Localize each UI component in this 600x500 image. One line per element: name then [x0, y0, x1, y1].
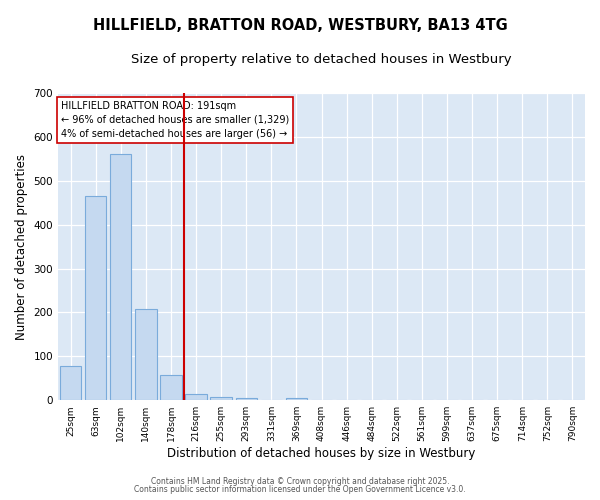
Title: Size of property relative to detached houses in Westbury: Size of property relative to detached ho… [131, 52, 512, 66]
Text: HILLFIELD BRATTON ROAD: 191sqm
← 96% of detached houses are smaller (1,329)
4% o: HILLFIELD BRATTON ROAD: 191sqm ← 96% of … [61, 100, 289, 138]
Bar [211, 397, 232, 400]
Bar [85, 196, 106, 400]
Y-axis label: Number of detached properties: Number of detached properties [15, 154, 28, 340]
Bar [286, 398, 307, 400]
Text: Contains public sector information licensed under the Open Government Licence v3: Contains public sector information licen… [134, 485, 466, 494]
Text: Contains HM Land Registry data © Crown copyright and database right 2025.: Contains HM Land Registry data © Crown c… [151, 477, 449, 486]
Bar [185, 394, 207, 400]
X-axis label: Distribution of detached houses by size in Westbury: Distribution of detached houses by size … [167, 447, 476, 460]
Bar [236, 398, 257, 400]
Bar [60, 366, 81, 400]
Bar [160, 375, 182, 400]
Bar [110, 154, 131, 400]
Text: HILLFIELD, BRATTON ROAD, WESTBURY, BA13 4TG: HILLFIELD, BRATTON ROAD, WESTBURY, BA13 … [92, 18, 508, 32]
Bar [135, 308, 157, 400]
